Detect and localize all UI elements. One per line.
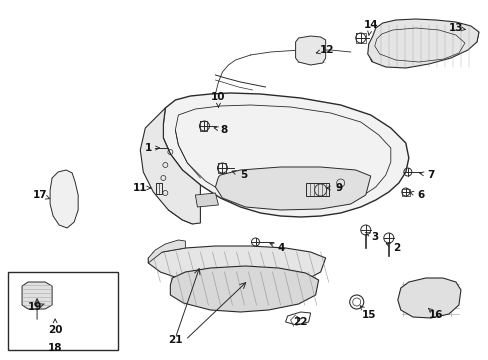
Text: 11: 11 [133, 183, 147, 193]
Text: 17: 17 [33, 190, 47, 200]
Bar [8, 272, 118, 350]
Text: 21: 21 [168, 335, 182, 345]
Text: 8: 8 [221, 125, 227, 135]
Text: 14: 14 [363, 20, 377, 30]
Text: 9: 9 [334, 183, 342, 193]
Text: 10: 10 [211, 92, 225, 102]
Text: 15: 15 [361, 310, 375, 320]
Text: 18: 18 [48, 343, 62, 353]
Text: 16: 16 [428, 310, 442, 320]
Text: 3: 3 [370, 232, 378, 242]
Text: 22: 22 [293, 317, 307, 327]
Text: 5: 5 [240, 170, 246, 180]
Polygon shape [22, 282, 52, 309]
Polygon shape [50, 170, 78, 228]
Polygon shape [148, 246, 325, 287]
Text: 12: 12 [319, 45, 333, 55]
Polygon shape [170, 266, 318, 312]
Polygon shape [163, 93, 408, 217]
Text: 2: 2 [392, 243, 400, 253]
Text: 20: 20 [48, 325, 62, 335]
Polygon shape [295, 36, 325, 65]
Polygon shape [397, 278, 460, 318]
Text: 7: 7 [427, 170, 434, 180]
Text: 1: 1 [144, 143, 152, 153]
Text: 19: 19 [28, 302, 42, 312]
Polygon shape [367, 19, 478, 68]
Text: 6: 6 [416, 190, 424, 200]
Polygon shape [140, 108, 200, 224]
Polygon shape [215, 167, 370, 210]
Text: 13: 13 [448, 23, 462, 33]
Text: 4: 4 [277, 243, 285, 253]
Polygon shape [195, 193, 218, 207]
Polygon shape [148, 240, 185, 263]
